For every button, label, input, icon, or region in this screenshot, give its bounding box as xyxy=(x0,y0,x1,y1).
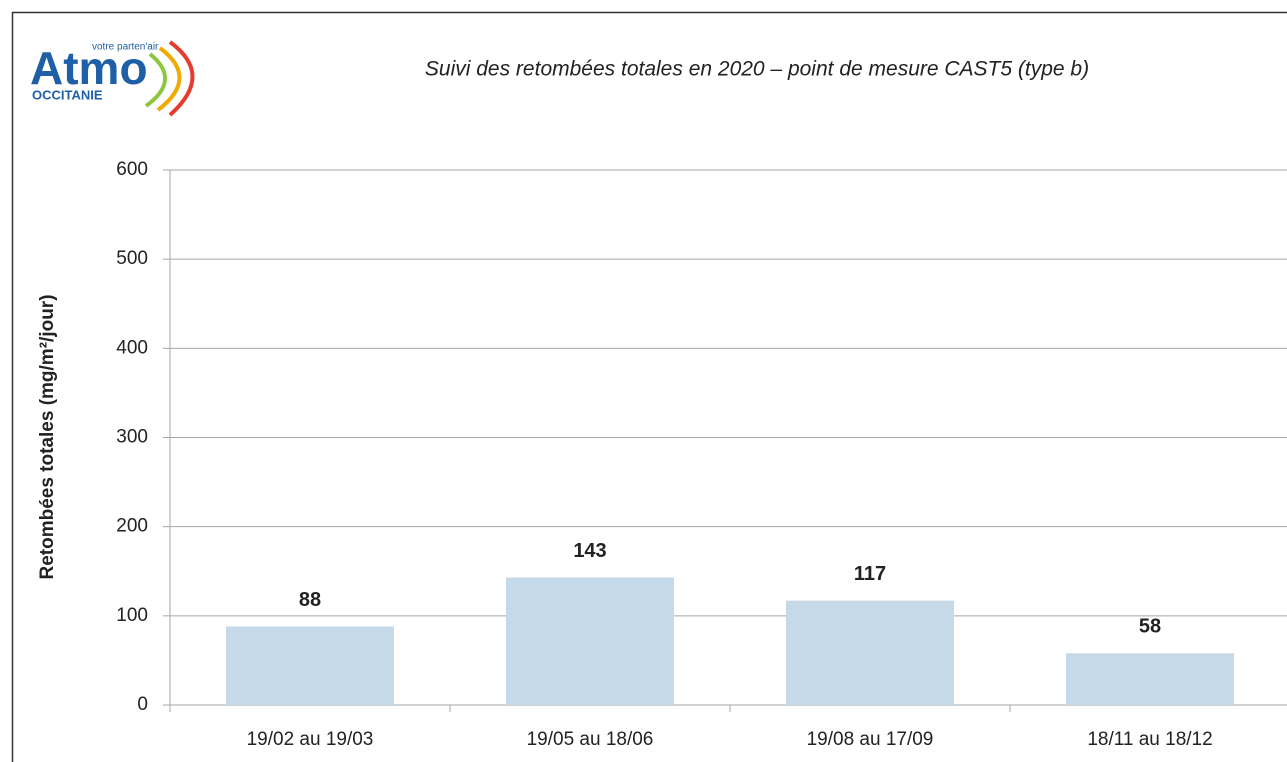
data-label: 88 xyxy=(299,589,321,611)
logo-arc xyxy=(156,46,182,112)
data-label: 117 xyxy=(854,563,886,585)
y-tick-label: 500 xyxy=(116,248,148,269)
y-tick-label: 300 xyxy=(116,427,148,448)
logo-tagline: votre parten'air xyxy=(92,42,159,53)
data-label: 58 xyxy=(1139,616,1161,638)
bar xyxy=(786,600,954,705)
y-tick-label: 400 xyxy=(116,337,148,358)
frame xyxy=(11,11,1287,762)
logo-region: OCCITANIE xyxy=(32,87,103,102)
bar xyxy=(1066,653,1234,705)
x-tick-label: 19/08 au 17/09 xyxy=(807,729,934,750)
y-tick-label: 100 xyxy=(116,605,148,626)
y-tick-label: 600 xyxy=(116,159,148,180)
x-tick-label: 19/02 au 19/03 xyxy=(247,729,374,750)
y-tick-label: 200 xyxy=(116,516,148,537)
x-tick-label: 19/05 au 18/06 xyxy=(527,729,654,750)
bar xyxy=(506,577,674,705)
logo-name: Atmo xyxy=(30,42,148,94)
logo: Atmo votre parten'air OCCITANIE xyxy=(30,40,195,117)
y-tick-label: 0 xyxy=(137,694,148,715)
logo-arc xyxy=(144,52,168,108)
y-axis-label: Retombées totales (mg/m²/jour) xyxy=(37,294,58,579)
data-label: 143 xyxy=(573,540,606,562)
x-tick-label: 18/11 au 18/12 xyxy=(1087,729,1212,750)
bar xyxy=(226,626,394,705)
chart-title: Suivi des retombées totales en 2020 – po… xyxy=(425,58,1089,81)
logo-arc xyxy=(168,40,195,117)
